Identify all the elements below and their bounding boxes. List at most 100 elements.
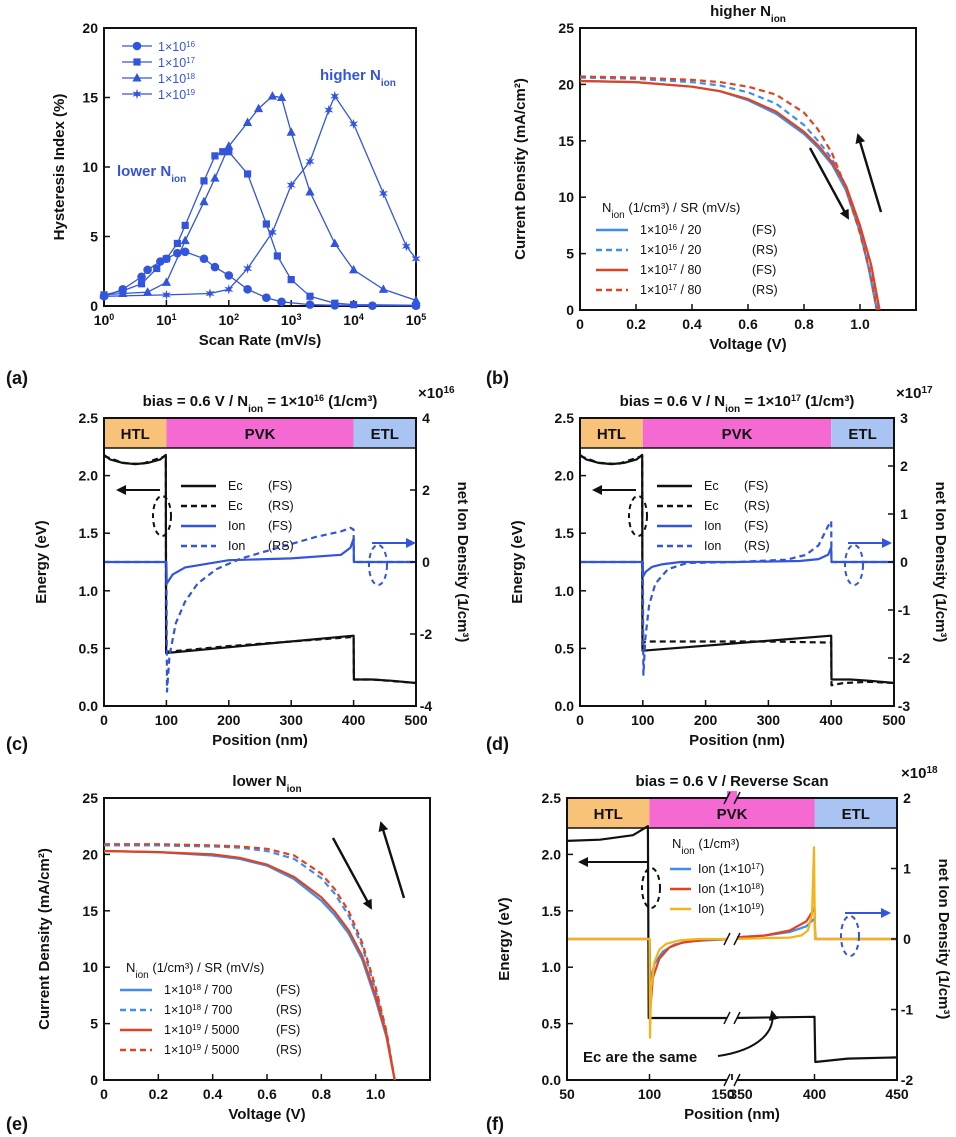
axis-break-mark [733,791,741,805]
x-tick-label: 105 [406,312,427,328]
data-point [118,288,128,297]
y-tick-label: 15 [558,133,574,149]
data-point [286,127,296,136]
y-tick-label: 2.0 [555,468,575,484]
y2-tick-label: 0 [422,554,430,570]
y-tick-label: 1.0 [555,583,575,599]
y-tick-label: 5 [90,1016,98,1032]
tick-base: 10 [281,312,297,328]
multiplier-exponent: 17 [921,385,933,396]
legend-label: 1×1018 / 700 [164,983,232,998]
layer-label-htl: HTL [597,426,626,443]
energy-axis-ellipse [641,867,661,909]
legend-base: 1×10 [164,1043,192,1057]
data-point [330,238,340,247]
legend-base: 1×10 [164,1003,192,1017]
axis-break-mark [723,1011,731,1025]
axis-break-mark [723,1073,731,1087]
legend-label: Ec [228,499,243,513]
layer-band-htl [580,418,643,448]
x-tick-label: 0.4 [203,1086,223,1102]
x-tick-label: 400 [803,1086,827,1102]
x-axis-label: Position (nm) [212,732,308,749]
y2-tick-label: 4 [422,410,430,426]
data-point [412,301,420,309]
annotation-ec-same: Ec are the same [583,1049,697,1066]
axis-break-gap [727,791,737,805]
axis-break-mark [733,932,741,946]
series-line [103,94,417,297]
y2-multiplier: ×1018 [901,765,938,783]
layer-label-htl: HTL [594,806,623,823]
y2-multiplier: ×1017 [896,385,933,403]
legend-label: Ion [228,539,245,553]
text-subscript: ion [135,970,148,981]
series-line [103,251,416,307]
x-tick-label: 102 [219,312,240,328]
series-line-0 [579,79,878,311]
y2-tick-label: -2 [420,626,433,642]
legend-scan: (FS) [276,983,300,997]
chart-title: bias = 0.6 V / Nion = 1×1016 (1/cm³) [143,393,378,415]
y2-axis-label: net Ion Density (1/cm³) [932,482,949,643]
y-tick-label: 1.0 [79,583,99,599]
chart-e: 0 0.2 0.4 0.6 0.8 1.0 0 5 10 15 20 25 Voltage (V) Cur… [36,773,431,1123]
text-after: (1/cm³) / SR (mV/s) [149,960,265,975]
text-subscript: ion [771,14,786,25]
legend-scan: (RS) [268,539,294,553]
data-point [368,301,377,311]
data-point [162,255,170,263]
legend-scan: (FS) [268,519,292,533]
tick-base: 10 [219,312,235,328]
series-line-1 [567,916,897,983]
text-subscript: ion [381,78,396,89]
data-point [132,41,142,51]
axis-break-mark [733,1011,741,1025]
legend-scan: (FS) [752,223,776,237]
legend-scan: (FS) [744,479,768,493]
layer-band-etl [353,418,416,448]
tick-base: 10 [343,312,359,328]
data-point [199,254,209,264]
chart-d: HTL PVK ETL 0 100 200 300 400 500 0.0 0.5 1.0 1.5 2.0… [509,385,949,750]
x-tick-label: 50 [559,1086,575,1102]
multiplier-base: ×10 [896,385,921,402]
axis-break-gap [727,1010,737,1025]
y2-tick-label: 1 [903,861,911,877]
text-subscript: ion [681,846,694,857]
data-point [143,265,152,275]
data-point [210,262,220,272]
data-point [305,187,315,196]
y2-axis-label: net Ion Density (1/cm³) [935,859,952,1020]
legend-label: Ion (1×1017) [698,862,764,877]
plot-frame [579,27,917,311]
legend-scan: (FS) [276,1023,300,1037]
data-point [181,221,189,229]
layer-band-htl [104,418,167,448]
text-base: higher N [710,3,771,20]
legend-label: 1×1019 [158,88,196,103]
ion-axis-ellipse [840,915,860,957]
data-point [350,301,358,309]
series-line-3 [567,846,897,1039]
legend-e: Nion (1/cm³) / SR (mV/s)1×1018 / 700 (FS)… [120,960,302,1057]
x-axis-label: Position (nm) [684,1106,780,1123]
layer-band-htl [567,798,650,828]
y-tick-label: 2.0 [542,846,562,862]
y-tick-label: 0 [90,1072,98,1088]
y2-tick-label: -2 [898,650,911,666]
x-axis-label: Scan Rate (mV/s) [199,332,322,349]
y2-axis-label: net Ion Density (1/cm³) [454,482,471,643]
x-tick-label: 500 [882,712,906,728]
y2-tick-label: -2 [901,1072,914,1088]
data-point [180,247,190,257]
multiplier-exponent: 16 [443,385,455,396]
data-point [378,188,388,199]
scan-direction-arrow-0 [331,837,373,910]
legend-rate: / 5000 [201,1043,239,1057]
legend-rate: / 700 [201,983,232,997]
y-tick-label: 1.5 [79,525,99,541]
legend-label: Ec [228,479,243,493]
data-point [411,253,421,264]
